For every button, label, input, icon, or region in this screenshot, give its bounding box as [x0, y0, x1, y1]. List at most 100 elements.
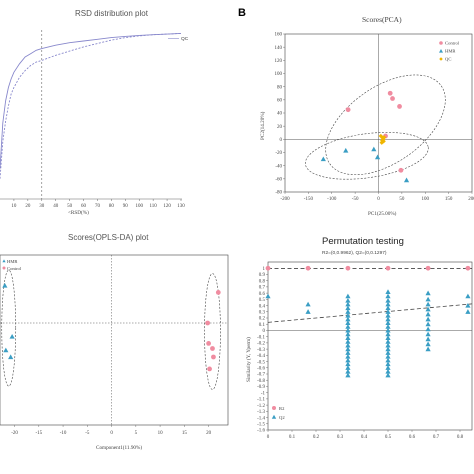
- perm-point-q2: [385, 309, 391, 314]
- pca-xlabel: PC1(25.00%): [368, 210, 397, 217]
- panel-letter-b: B: [238, 7, 246, 19]
- pca-x-tick-label: -200: [280, 197, 290, 202]
- perm-legend-q2-marker: [271, 414, 277, 419]
- pca-y-tick-label: 0: [280, 138, 283, 143]
- perm-point-q2: [345, 335, 351, 340]
- oplsda-point-control: [211, 354, 216, 360]
- oplsda-axes: -20 -15 -10 -5 0 5 10 15 20: [0, 255, 228, 436]
- rsd-tick-label: 110: [149, 204, 157, 209]
- pca-panel: B Scores(PCA) -200 -150 -100 -50 0 50 100 150 20…: [238, 7, 474, 217]
- perm-point-q2: [385, 335, 391, 340]
- perm-y-tick-label: 0.7: [259, 286, 266, 291]
- rsd-tick-label: 60: [81, 204, 87, 209]
- oplsda-ellipse-hmr: [1, 269, 17, 387]
- pca-point-hmr: [371, 146, 377, 152]
- pca-y-tick-label: 60: [277, 99, 283, 104]
- perm-point-q2: [385, 350, 391, 355]
- rsd-tick-label: 120: [163, 204, 171, 209]
- pca-point-control: [387, 90, 393, 96]
- oplsda-legend-control-marker: [2, 266, 6, 270]
- perm-y-tick-label: -0.4: [257, 354, 265, 359]
- perm-y-tick-label: 0.2: [259, 317, 266, 322]
- perm-y-tick-label: -1.4: [257, 416, 265, 421]
- pca-legend-qc-marker: [439, 57, 443, 61]
- perm-lines: [267, 268, 473, 323]
- oplsda-point-control: [205, 320, 211, 326]
- perm-y-tick-label: -1: [261, 391, 266, 396]
- perm-point-q2: [345, 353, 351, 359]
- rsd-series-line: [0, 32, 182, 179]
- oplsda-legend-hmr-marker: [2, 259, 6, 263]
- perm-point-q2: [385, 368, 391, 374]
- perm-point-q2: [345, 293, 351, 299]
- oplsda-legend: HMR Control: [2, 259, 22, 271]
- perm-point-q2: [345, 350, 351, 355]
- perm-point-q2: [425, 321, 431, 327]
- perm-point-q2: [385, 324, 391, 329]
- perm-point-q2: [345, 357, 351, 363]
- pca-point-control: [398, 167, 404, 173]
- perm-point-q2: [345, 346, 351, 352]
- perm-point-q2: [345, 372, 351, 378]
- oplsda-point-hmr: [9, 334, 15, 339]
- pca-legend-hmr-label: HMR: [445, 49, 456, 54]
- perm-point-q2: [425, 331, 431, 337]
- pca-point-hmr: [343, 147, 349, 153]
- pca-ylabel: PC2(14.20%): [259, 111, 266, 140]
- rsd-series-lines: [0, 32, 182, 179]
- oplsda-frame: [0, 254, 229, 426]
- perm-point-q2: [265, 293, 271, 299]
- pca-axes: -200-150-100-50050100150200-80-60-40-200…: [275, 33, 474, 202]
- perm-point-r2: [305, 265, 311, 271]
- rsd-tick-label: 50: [67, 204, 73, 209]
- perm-point-q2: [385, 297, 391, 303]
- perm-point-q2: [305, 301, 311, 307]
- pca-y-tick-label: 120: [275, 59, 283, 64]
- oplsda-point-control: [206, 341, 211, 346]
- perm-x-tick-label: 0.6: [409, 435, 416, 440]
- oplsda-x-tick-label: -10: [60, 431, 67, 436]
- perm-y-tick-label: -0.3: [257, 348, 265, 353]
- perm-y-tick-label: -1.2: [257, 404, 265, 409]
- pca-x-tick-label: 0: [377, 197, 380, 202]
- pca-y-tick-label: 80: [277, 85, 283, 90]
- perm-point-r2: [425, 265, 431, 271]
- perm-point-r2: [465, 265, 471, 271]
- perm-x-tick-label: 0.4: [361, 435, 368, 440]
- oplsda-title: Scores(OPLS-DA) plot: [68, 233, 149, 242]
- pca-point-control: [390, 96, 395, 101]
- perm-x-tick-label: 0.7: [433, 435, 440, 440]
- pca-y-tick-label: -20: [275, 151, 282, 156]
- pca-point-control: [345, 107, 351, 113]
- pca-x-tick-label: -50: [352, 197, 359, 202]
- perm-x-tick-label: 0.3: [337, 435, 344, 440]
- perm-x-tick-label: 0: [267, 435, 270, 440]
- rsd-series-line: [0, 32, 182, 169]
- perm-frame: [267, 261, 473, 431]
- oplsda-point-control: [215, 290, 221, 295]
- pca-legend: Control HMR QC: [439, 41, 460, 62]
- perm-point-q2: [385, 327, 391, 333]
- oplsda-x-tick-label: 15: [182, 431, 188, 436]
- perm-point-q2: [345, 361, 351, 367]
- pca-confidence-ellipses: [305, 74, 446, 180]
- pca-x-tick-label: 150: [445, 197, 453, 202]
- pca-x-tick-label: 50: [399, 197, 405, 202]
- oplsda-x-tick-label: 5: [135, 431, 138, 436]
- perm-y-tick-label: -0.2: [257, 342, 265, 347]
- pca-x-tick-label: 100: [422, 197, 430, 202]
- pca-y-tick-label: 40: [277, 112, 283, 117]
- perm-y-tick-label: -1.6: [257, 429, 265, 434]
- perm-point-q2: [385, 301, 391, 307]
- perm-axes: 0 0.1 0.2 0.3 0.4 0.5 0.6 0.7 0.810.90.80.70.60.…: [257, 267, 472, 440]
- perm-y-tick-label: -0.8: [257, 379, 265, 384]
- oplsda-x-tick-label: -15: [35, 431, 42, 436]
- oplsda-points: [2, 283, 221, 372]
- perm-legend-r2-marker: [272, 406, 276, 410]
- pca-x-tick-label: -150: [304, 197, 314, 202]
- perm-y-tick-label: -0.5: [257, 360, 265, 365]
- oplsda-xlabel: Component1(11.90%): [96, 444, 142, 451]
- oplsda-ellipse-control: [204, 273, 221, 390]
- pca-legend-qc-label: QC: [445, 57, 451, 62]
- pca-y-tick-label: -60: [275, 178, 282, 183]
